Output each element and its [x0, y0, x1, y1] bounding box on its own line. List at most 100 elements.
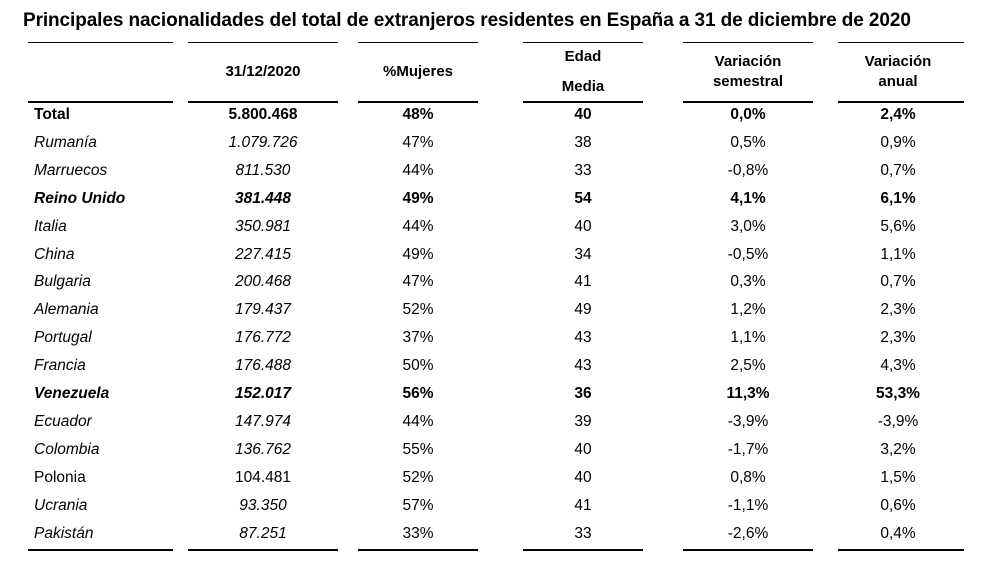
table-row: Pakistán 87.251 33% 33 -2,6% 0,4% — [28, 520, 964, 548]
row-label: China — [34, 245, 75, 263]
cell-var-anual: 2,3% — [880, 301, 916, 319]
row-label: Polonia — [34, 468, 86, 486]
cell-var-anual: 1,5% — [880, 468, 916, 486]
cell-var-anual: 0,7% — [880, 273, 916, 291]
table-row: Polonia 104.481 52% 40 0,8% 1,5% — [28, 464, 964, 492]
cell-var-anual: 53,3% — [876, 385, 920, 402]
cell-mujeres: 44% — [402, 412, 434, 430]
table-header: 31/12/2020 %Mujeres Edad Media Variación… — [28, 42, 964, 102]
table-row: Italia 350.981 44% 40 3,0% 5,6% — [28, 213, 964, 241]
cell-mujeres: 49% — [402, 245, 434, 263]
cell-total: 87.251 — [239, 524, 287, 542]
cell-edad: 43 — [574, 357, 592, 375]
table-row: Ecuador 147.974 44% 39 -3,9% -3,9% — [28, 408, 964, 436]
cell-var-anual: 0,6% — [880, 496, 916, 514]
bottom-rule-3 — [523, 549, 643, 552]
cell-total: 176.772 — [234, 329, 292, 347]
header-rule-4 — [683, 101, 813, 103]
row-label: Colombia — [34, 440, 100, 458]
cell-var-sem: 0,0% — [730, 106, 766, 123]
cell-mujeres: 33% — [402, 524, 434, 542]
cell-total: 152.017 — [234, 385, 292, 402]
cell-edad: 39 — [574, 412, 592, 430]
cell-var-sem: -2,6% — [727, 524, 769, 542]
header-rule-2 — [358, 101, 478, 103]
header-var-sem-line1: Variación — [714, 53, 782, 70]
cell-edad: 38 — [574, 133, 592, 151]
table-row: Total 5.800.468 48% 40 0,0% 2,4% — [28, 101, 964, 129]
cell-var-sem: 4,1% — [730, 189, 766, 207]
row-label: Portugal — [34, 329, 92, 347]
table-row: China 227.415 49% 34 -0,5% 1,1% — [28, 241, 964, 269]
cell-var-sem: 1,1% — [730, 329, 766, 347]
header-var-anual-line1: Variación — [864, 53, 932, 70]
cell-mujeres: 44% — [402, 217, 434, 235]
row-label: Total — [34, 106, 70, 123]
cell-var-sem: 0,8% — [730, 468, 766, 486]
cell-edad: 43 — [574, 329, 592, 347]
cell-edad: 41 — [574, 496, 592, 514]
cell-edad: 33 — [574, 524, 592, 542]
cell-var-sem: -1,1% — [727, 496, 769, 514]
cell-var-sem: 11,3% — [726, 385, 770, 402]
cell-var-anual: 0,4% — [880, 524, 916, 542]
table-row: Marruecos 811.530 44% 33 -0,8% 0,7% — [28, 157, 964, 185]
header-rule-5 — [838, 101, 964, 103]
header-rule-1 — [188, 101, 338, 103]
table-row: Ucrania 93.350 57% 41 -1,1% 0,6% — [28, 492, 964, 520]
cell-edad: 33 — [574, 161, 592, 179]
row-label: Venezuela — [34, 385, 110, 402]
header-var-sem: Variación semestral — [683, 42, 813, 102]
cell-mujeres: 44% — [402, 161, 434, 179]
cell-edad: 40 — [574, 106, 592, 123]
cell-total: 93.350 — [239, 496, 287, 514]
cell-mujeres: 57% — [402, 496, 434, 514]
cell-var-sem: 0,3% — [730, 273, 766, 291]
table-row: Bulgaria 200.468 47% 41 0,3% 0,7% — [28, 268, 964, 296]
row-label: Italia — [34, 217, 67, 235]
cell-var-anual: 2,3% — [880, 329, 916, 347]
cell-edad: 49 — [574, 301, 592, 319]
row-label: Alemania — [34, 301, 99, 319]
cell-total: 811.530 — [235, 161, 291, 179]
cell-var-sem: 0,5% — [730, 133, 766, 151]
top-rule-3 — [523, 42, 643, 43]
cell-var-sem: -3,9% — [727, 412, 769, 430]
cell-var-anual: 5,6% — [880, 217, 916, 235]
cell-var-sem: 2,5% — [730, 357, 766, 375]
header-var-anual: Variación anual — [838, 42, 958, 102]
cell-var-sem: 1,2% — [730, 301, 766, 319]
header-edad-line1: Edad — [564, 48, 602, 65]
header-rule-3 — [523, 101, 643, 103]
cell-edad: 40 — [574, 468, 592, 486]
bottom-rule-5 — [838, 549, 964, 552]
top-rule-5 — [838, 42, 964, 43]
cell-mujeres: 47% — [402, 273, 434, 291]
table-row: Reino Unido 381.448 49% 54 4,1% 6,1% — [28, 185, 964, 213]
cell-total: 200.468 — [234, 273, 292, 291]
top-rule-0 — [28, 42, 173, 43]
cell-total: 1.079.726 — [228, 133, 298, 151]
cell-mujeres: 52% — [402, 301, 434, 319]
header-var-sem-line2: semestral — [712, 73, 784, 90]
cell-var-sem: -0,5% — [727, 245, 769, 263]
header-edad-line2: Media — [561, 78, 605, 95]
cell-var-anual: 1,1% — [880, 245, 916, 263]
header-rule-0 — [28, 101, 173, 103]
row-label: Ucrania — [34, 496, 88, 514]
table-row: Francia 176.488 50% 43 2,5% 4,3% — [28, 352, 964, 380]
cell-var-anual: 0,7% — [880, 161, 916, 179]
cell-edad: 40 — [574, 217, 592, 235]
top-rule-2 — [358, 42, 478, 43]
cell-edad: 54 — [574, 189, 592, 207]
table-row: Venezuela 152.017 56% 36 11,3% 53,3% — [28, 380, 964, 408]
cell-total: 176.488 — [234, 357, 292, 375]
header-var-anual-line2: anual — [878, 73, 918, 90]
header-mujeres-label: %Mujeres — [382, 63, 454, 80]
cell-total: 179.437 — [234, 301, 292, 319]
cell-total: 381.448 — [234, 189, 292, 207]
top-rule-1 — [188, 42, 338, 43]
row-label: Rumanía — [34, 133, 97, 151]
bottom-rule-1 — [188, 549, 338, 552]
header-mujeres: %Mujeres — [358, 42, 478, 102]
